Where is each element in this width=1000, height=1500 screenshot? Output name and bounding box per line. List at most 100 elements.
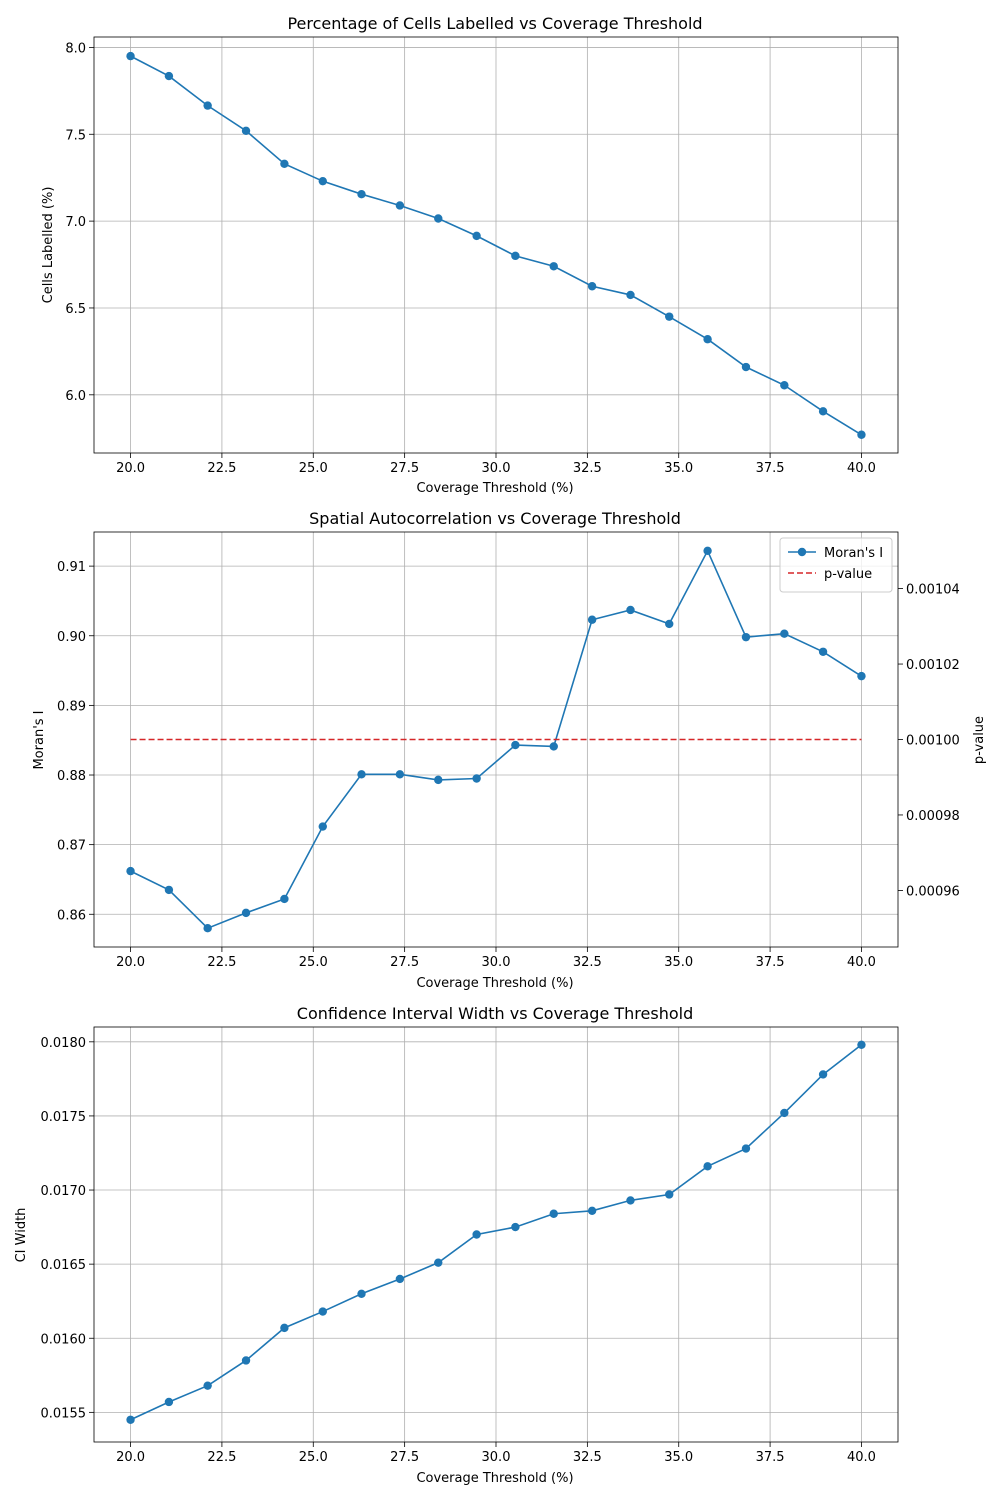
x-axis-label: Coverage Threshold (%) bbox=[416, 976, 573, 991]
y-tick-label: 8.0 bbox=[65, 41, 86, 56]
y-tick-label: 0.0165 bbox=[41, 1258, 87, 1273]
x-tick-label: 25.0 bbox=[299, 1450, 328, 1465]
data-point bbox=[241, 908, 251, 918]
data-point bbox=[280, 894, 289, 904]
data-point bbox=[549, 1209, 558, 1218]
spatial-autocorrelation-chart: Spatial Autocorrelation vs Coverage Thre… bbox=[32, 509, 987, 991]
y-axis-label: Moran's I bbox=[32, 710, 47, 769]
plot-2: 20.0 22.5 25.0 27.5 30.0 32.5 35.0 37.5 40.0 0.01… bbox=[41, 1026, 899, 1465]
data-point bbox=[741, 1144, 751, 1153]
x-tick-label: 40.0 bbox=[847, 1450, 876, 1465]
data-point bbox=[357, 770, 366, 779]
y-tick-label: 0.91 bbox=[57, 560, 86, 575]
legend: Moran's I p-value bbox=[779, 537, 893, 593]
x-tick-label: 40.0 bbox=[847, 955, 876, 970]
data-point bbox=[665, 1190, 674, 1199]
data-point bbox=[511, 740, 520, 750]
y-tick-label: 7.0 bbox=[65, 215, 86, 230]
x-tick-label: 25.0 bbox=[299, 955, 328, 970]
x-tick-label: 35.0 bbox=[664, 955, 693, 970]
data-point bbox=[203, 101, 212, 110]
plot-frame bbox=[93, 36, 899, 454]
data-point bbox=[395, 1274, 405, 1284]
data-point bbox=[818, 1070, 828, 1079]
data-point bbox=[395, 201, 405, 210]
y2-tick-label: 0.00098 bbox=[906, 809, 960, 824]
y-tick-label: 0.88 bbox=[57, 769, 86, 784]
y2-tick-label: 0.00102 bbox=[906, 658, 960, 673]
data-point bbox=[318, 822, 327, 831]
data-point bbox=[126, 866, 135, 876]
x-tick-label: 20.0 bbox=[116, 955, 145, 970]
data-point bbox=[818, 407, 828, 416]
data-point bbox=[241, 1356, 251, 1365]
data-point bbox=[741, 632, 751, 642]
data-point bbox=[318, 176, 327, 186]
x-tick-label: 30.0 bbox=[482, 1450, 511, 1465]
x-tick-label: 20.0 bbox=[116, 461, 145, 476]
data-point bbox=[318, 1307, 327, 1316]
x-tick-label: 32.5 bbox=[573, 955, 602, 970]
legend-marker bbox=[797, 547, 807, 557]
data-point bbox=[126, 1415, 135, 1424]
data-point bbox=[780, 381, 789, 390]
series-line bbox=[130, 548, 862, 930]
data-point bbox=[472, 1230, 481, 1239]
y-tick-label: 0.0155 bbox=[41, 1406, 87, 1421]
legend-label: Moran's I bbox=[824, 546, 883, 561]
y-tick-label: 0.87 bbox=[57, 839, 86, 854]
plot-frame bbox=[93, 1026, 899, 1443]
data-point bbox=[857, 671, 866, 681]
x-tick-label: 35.0 bbox=[664, 461, 693, 476]
x-tick-label: 37.5 bbox=[756, 1450, 785, 1465]
data-point bbox=[164, 71, 174, 81]
data-point bbox=[472, 774, 481, 783]
data-point bbox=[280, 159, 289, 168]
data-point bbox=[587, 1206, 597, 1215]
x-tick-label: 37.5 bbox=[756, 955, 785, 970]
data-point bbox=[126, 51, 135, 61]
x-axis-label: Coverage Threshold (%) bbox=[416, 481, 573, 496]
data-point bbox=[857, 1040, 866, 1049]
data-point bbox=[280, 1323, 289, 1333]
x-tick-label: 30.0 bbox=[482, 461, 511, 476]
x-tick-label: 25.0 bbox=[299, 461, 328, 476]
data-point bbox=[203, 923, 212, 933]
data-point bbox=[241, 126, 251, 135]
y-tick-label: 0.90 bbox=[57, 630, 86, 645]
y2-tick-label: 0.00096 bbox=[906, 884, 960, 899]
data-point bbox=[741, 362, 751, 372]
data-point bbox=[511, 251, 520, 261]
data-point bbox=[818, 647, 828, 656]
plot-frame bbox=[93, 531, 899, 948]
data-point bbox=[549, 742, 558, 751]
x-tick-label: 22.5 bbox=[207, 461, 236, 476]
x-tick-label: 27.5 bbox=[390, 955, 419, 970]
data-point bbox=[203, 1381, 212, 1390]
chart-title: Confidence Interval Width vs Coverage Th… bbox=[297, 1004, 693, 1023]
y-tick-label: 0.89 bbox=[57, 699, 86, 714]
data-point bbox=[665, 312, 674, 321]
x-tick-label: 27.5 bbox=[390, 1450, 419, 1465]
data-point bbox=[665, 619, 674, 629]
y-tick-label: 6.5 bbox=[65, 302, 86, 317]
cells-labelled-chart: Percentage of Cells Labelled vs Coverage… bbox=[41, 14, 703, 496]
y2-tick-label: 0.00100 bbox=[906, 734, 960, 749]
data-point bbox=[780, 629, 789, 638]
x-tick-label: 32.5 bbox=[573, 1450, 602, 1465]
data-point bbox=[357, 189, 366, 199]
y2-tick-label: 0.00104 bbox=[906, 583, 960, 598]
y-tick-label: 7.5 bbox=[65, 128, 86, 143]
y-tick-label: 0.0160 bbox=[41, 1332, 87, 1347]
x-tick-label: 32.5 bbox=[573, 461, 602, 476]
plot-1: 20.0 22.5 25.0 27.5 30.0 32.5 35.0 37.5 40.0 0.86… bbox=[57, 531, 960, 970]
data-point bbox=[626, 605, 635, 615]
x-axis-label: Coverage Threshold (%) bbox=[416, 1471, 573, 1486]
y-tick-label: 0.0175 bbox=[41, 1110, 87, 1125]
y-axis-label: Cells Labelled (%) bbox=[41, 187, 56, 304]
series-line bbox=[130, 55, 862, 436]
ci-width-chart: Confidence Interval Width vs Coverage Th… bbox=[14, 1004, 693, 1486]
data-point bbox=[703, 1162, 712, 1171]
data-point bbox=[395, 770, 405, 779]
